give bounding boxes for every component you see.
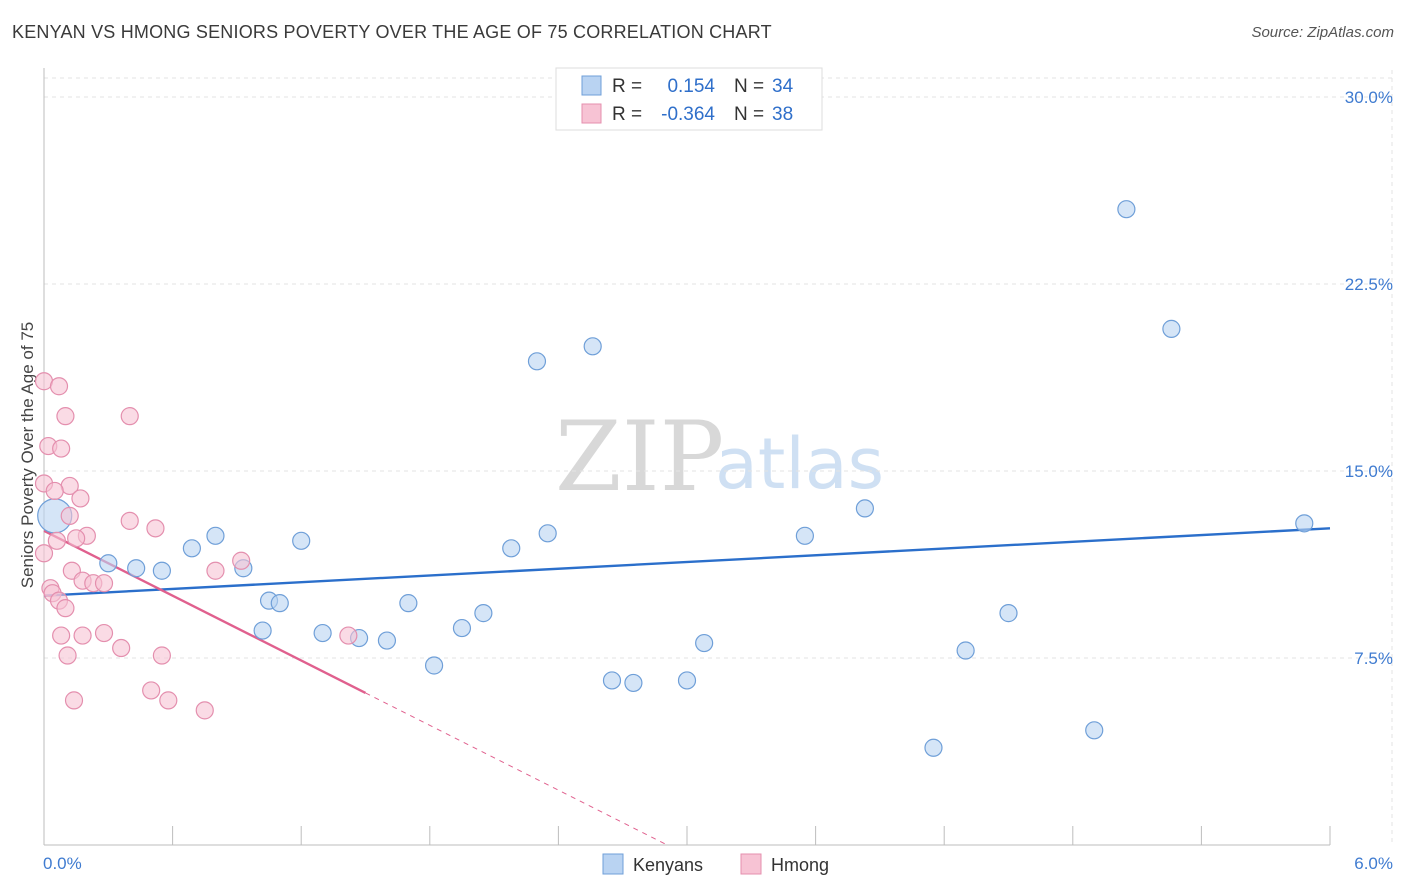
gridlines (44, 70, 1393, 845)
kenyans-point (206, 526, 225, 545)
hmong-point (94, 574, 114, 593)
legend-swatch-kenyans (581, 75, 602, 96)
legend-r-label-hmong: R = (612, 104, 642, 125)
series-legend-swatch-kenyans (602, 853, 624, 875)
hmong-point (56, 407, 75, 426)
hmong-trend-extension (365, 692, 666, 845)
legend-n-value-kenyans: 34 (772, 76, 794, 97)
kenyans-point (1162, 319, 1181, 338)
legend-r-value-kenyans: 0.154 (667, 76, 715, 97)
kenyans-point (624, 673, 643, 693)
kenyans-point (677, 671, 697, 690)
hmong-point (67, 529, 86, 548)
series-legend: Kenyans Hmong (602, 853, 829, 875)
hmong-point (71, 489, 90, 508)
kenyans-point (502, 539, 521, 558)
hmong-point (52, 626, 71, 645)
chart-source: Source: ZipAtlas.com (1251, 24, 1394, 41)
legend-r-label-kenyans: R = (612, 76, 642, 97)
hmong-point (195, 701, 214, 720)
hmong-point (120, 511, 139, 530)
kenyans-point (182, 539, 201, 558)
hmong-point (56, 599, 75, 618)
hmong-point (232, 551, 251, 570)
hmong-point (45, 481, 64, 501)
kenyans-point (424, 656, 444, 675)
kenyans-point (999, 604, 1018, 623)
hmong-point (64, 691, 84, 710)
y-tick-label: 7.5% (1354, 649, 1393, 668)
series-kenyans (37, 200, 1314, 757)
kenyans-point (452, 618, 472, 638)
y-tick-labels: 7.5% 15.0% 22.5% 30.0% (1345, 88, 1393, 668)
kenyans-point (270, 594, 289, 613)
kenyans-point (1085, 721, 1104, 740)
kenyans-point (602, 671, 622, 690)
watermark: ZIP atlas (555, 401, 884, 513)
hmong-point (52, 439, 71, 458)
kenyans-point (956, 641, 975, 660)
legend-swatch-hmong (581, 103, 602, 124)
correlation-legend: R = 0.154 N = 34 R = -0.364 N = 38 (555, 67, 823, 131)
kenyans-point (583, 337, 602, 356)
kenyans-point (127, 559, 146, 578)
hmong-point (120, 407, 139, 426)
legend-n-value-hmong: 38 (772, 104, 793, 125)
legend-r-value-hmong: -0.364 (661, 104, 715, 125)
x-tick-labels: 0.0% 6.0% (43, 854, 1393, 873)
data-points (34, 200, 1314, 757)
y-axis-label: Seniors Poverty Over the Age of 75 (18, 322, 37, 588)
kenyans-trend-line (43, 527, 1331, 597)
y-tick-label: 15.0% (1345, 462, 1393, 481)
kenyans-point (377, 631, 397, 650)
kenyans-point (313, 623, 332, 643)
kenyans-point (1295, 514, 1314, 533)
hmong-point (112, 638, 131, 658)
legend-n-label-hmong: N = (734, 104, 764, 125)
series-legend-label-hmong: Hmong (771, 855, 829, 875)
hmong-point (47, 531, 66, 550)
watermark-zip: ZIP (555, 401, 724, 513)
hmong-point (49, 377, 69, 396)
kenyans-point (855, 499, 874, 518)
series-hmong (34, 372, 358, 720)
legend-n-label-kenyans: N = (734, 76, 764, 97)
y-tick-label: 22.5% (1345, 275, 1393, 294)
chart-title: KENYAN VS HMONG SENIORS POVERTY OVER THE… (12, 22, 772, 42)
watermark-atlas: atlas (715, 423, 884, 505)
x-tick-label-min: 0.0% (43, 854, 82, 873)
hmong-point (339, 626, 358, 645)
kenyans-point (152, 561, 171, 580)
trend-lines (43, 527, 1331, 845)
kenyans-point (1117, 200, 1136, 219)
kenyans-point (253, 621, 272, 640)
kenyans-point (99, 554, 118, 573)
kenyans-point (527, 352, 547, 371)
kenyans-point (292, 531, 311, 550)
hmong-point (159, 691, 178, 710)
kenyans-point (795, 526, 814, 545)
hmong-point (152, 646, 171, 665)
hmong-point (34, 372, 54, 391)
kenyans-point (924, 738, 943, 757)
hmong-point (146, 519, 165, 538)
axes (43, 68, 1331, 846)
series-legend-swatch-hmong (740, 853, 762, 875)
hmong-point (34, 544, 54, 563)
kenyans-point (399, 594, 418, 613)
y-tick-label: 30.0% (1345, 88, 1393, 107)
kenyans-point (474, 604, 493, 623)
series-legend-label-kenyans: Kenyans (633, 855, 703, 875)
hmong-point (206, 561, 225, 580)
kenyans-point (695, 633, 714, 653)
hmong-point (58, 646, 77, 665)
hmong-trend-line (43, 529, 367, 694)
hmong-point (94, 623, 114, 643)
hmong-point (142, 681, 161, 700)
x-tick-label-max: 6.0% (1354, 854, 1393, 873)
kenyans-point (538, 524, 557, 543)
hmong-point (60, 506, 79, 525)
hmong-point (73, 626, 92, 645)
